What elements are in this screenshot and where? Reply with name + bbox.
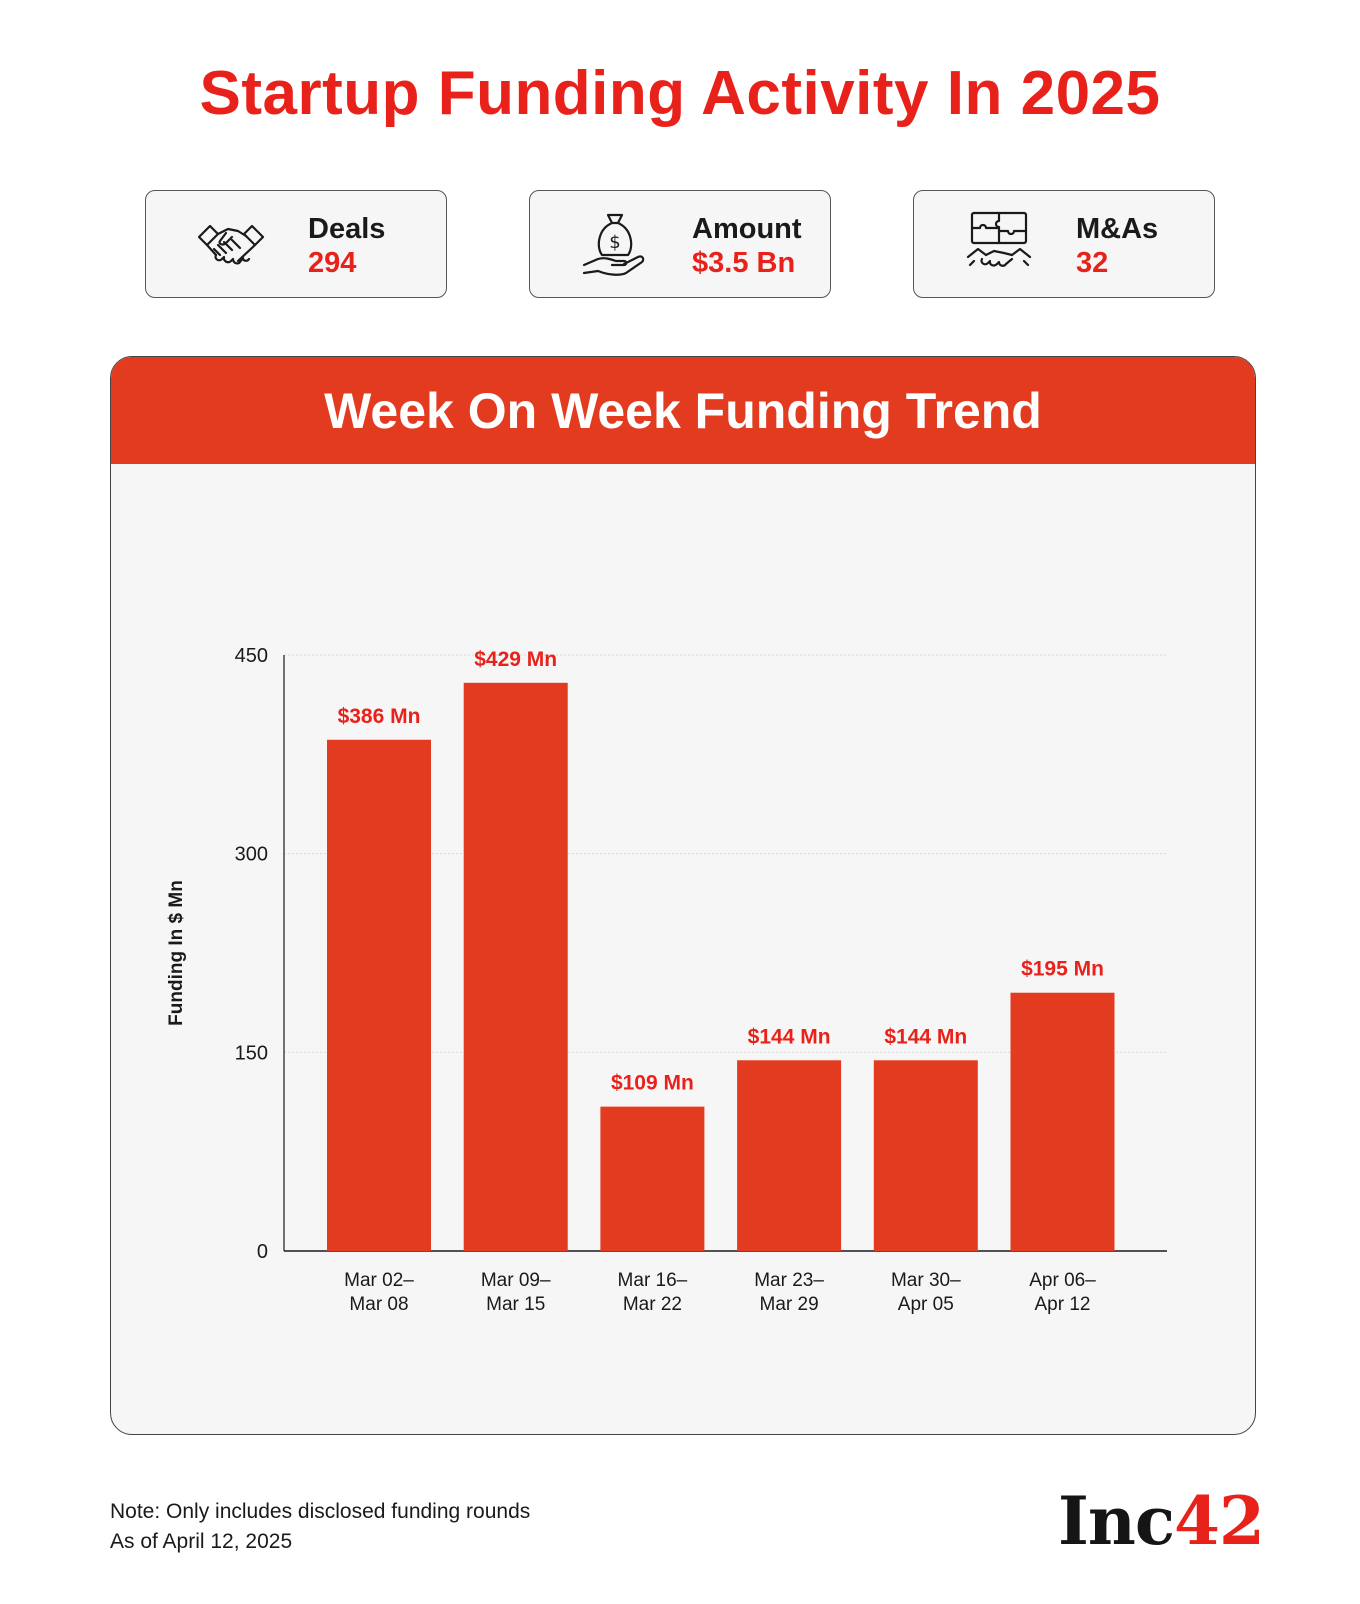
bar: [463, 682, 568, 1251]
y-tick-label: 0: [257, 1241, 268, 1263]
logo-number: 42: [1174, 1482, 1265, 1560]
mas-value: 32: [1076, 247, 1109, 279]
x-tick-label: Mar 02–: [344, 1270, 414, 1291]
x-tick-label: Apr 05: [898, 1294, 954, 1315]
x-tick-label: Mar 30–: [891, 1270, 961, 1291]
page-title: Startup Funding Activity In 2025: [199, 59, 1161, 128]
x-tick-label: Mar 29: [760, 1294, 819, 1315]
logo-text: Inc: [1058, 1482, 1175, 1560]
x-tick-label: Apr 12: [1035, 1294, 1091, 1315]
date-line: As of April 12, 2025: [110, 1530, 293, 1553]
data-label: $144 Mn: [884, 1025, 967, 1048]
bar: [737, 1060, 842, 1251]
data-label: $429 Mn: [474, 648, 557, 671]
deals-value: 294: [308, 247, 357, 279]
y-tick-label: 450: [235, 645, 268, 667]
handshake-icon: [197, 224, 265, 265]
inc42-logo: Inc42: [1058, 1488, 1265, 1554]
y-axis-label: Funding In $ Mn: [166, 880, 187, 1026]
x-tick-label: Mar 08: [349, 1294, 408, 1315]
y-tick-label: 150: [235, 1042, 268, 1064]
y-tick-label: 300: [235, 844, 268, 866]
chart-panel-title: Week On Week Funding Trend: [111, 357, 1255, 464]
data-label: $195 Mn: [1021, 958, 1104, 981]
x-tick-label: Mar 22: [623, 1294, 682, 1315]
bar: [1010, 992, 1115, 1251]
puzzle-handshake-icon: [966, 211, 1032, 267]
deals-label: Deals: [308, 213, 386, 245]
amount-value: $3.5 Bn: [692, 247, 796, 279]
x-tick-label: Mar 15: [486, 1294, 545, 1315]
footnote: Note: Only includes disclosed funding ro…: [110, 1497, 530, 1557]
x-tick-label: Apr 06–: [1029, 1270, 1096, 1291]
bar: [327, 739, 431, 1251]
mas-label: M&As: [1076, 213, 1159, 245]
svg-text:$: $: [609, 232, 620, 253]
x-tick-label: Mar 09–: [481, 1270, 551, 1291]
data-label: $386 Mn: [338, 705, 421, 728]
bar-chart: 0 150 300 450 Funding In $ Mn $386 Mn Mar 02– M…: [166, 645, 1167, 1315]
amount-label: Amount: [692, 213, 802, 245]
bar: [600, 1106, 705, 1251]
chart-panel: Week On Week Funding Trend 0 150 300 450 Fun…: [110, 356, 1256, 1435]
data-label: $109 Mn: [611, 1072, 694, 1095]
bar: [873, 1060, 978, 1251]
mas-card: M&As 32: [913, 190, 1215, 298]
amount-card: $ Amount $3.5 Bn: [529, 190, 831, 298]
money-bag-hand-icon: $: [582, 213, 645, 276]
data-label: $144 Mn: [748, 1025, 831, 1048]
x-tick-label: Mar 23–: [754, 1270, 824, 1291]
x-tick-label: Mar 16–: [618, 1270, 688, 1291]
deals-card: Deals 294: [145, 190, 447, 298]
note-line: Note: Only includes disclosed funding ro…: [110, 1500, 531, 1523]
